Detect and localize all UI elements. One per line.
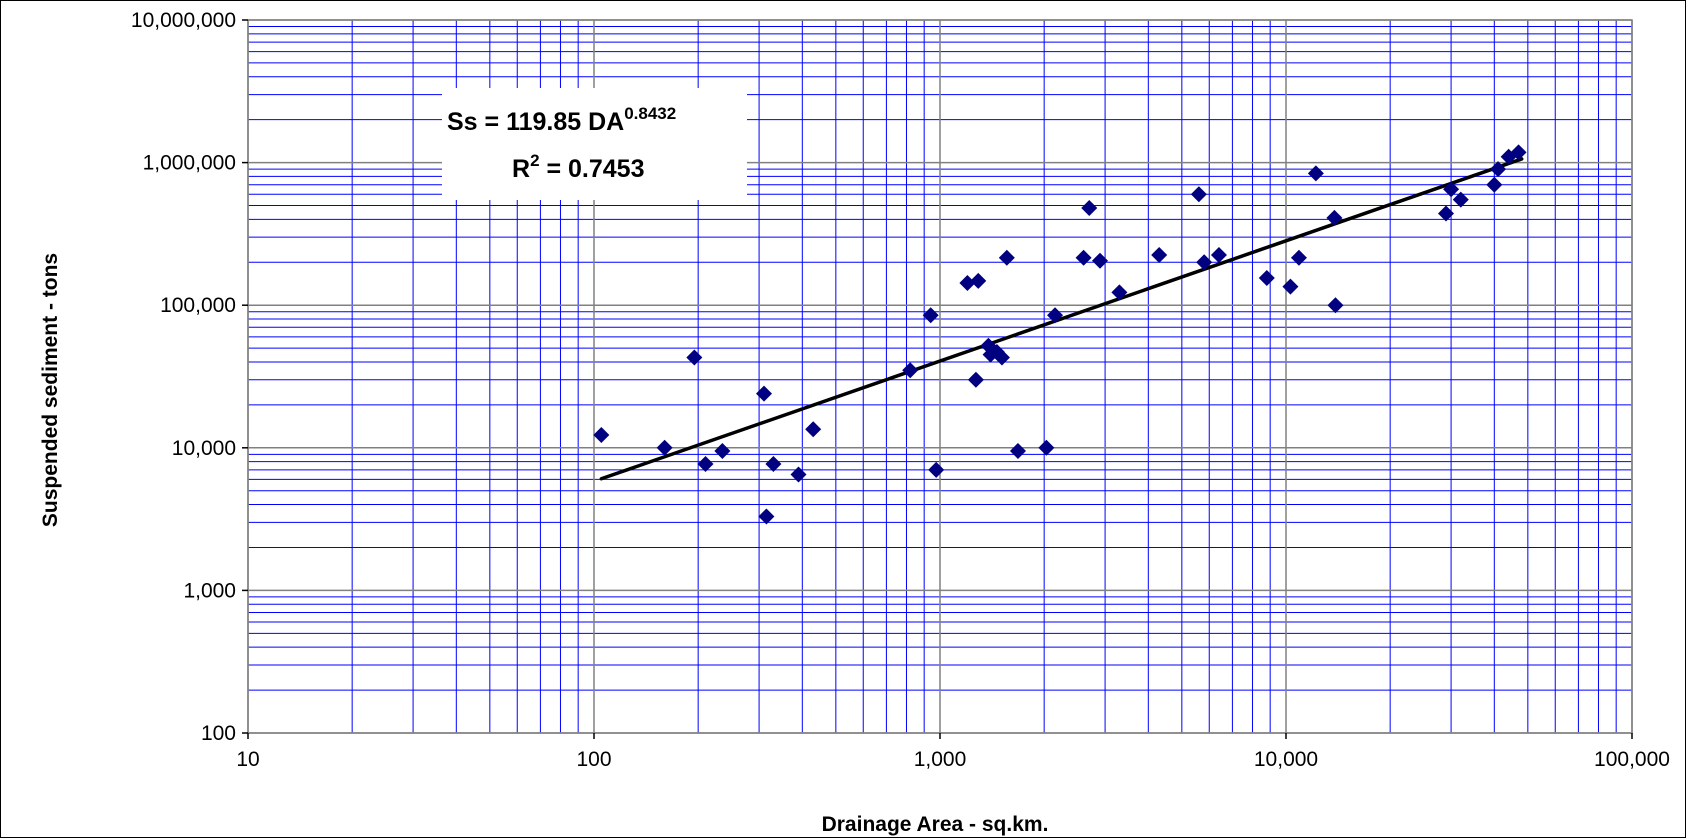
y-tick-label: 100,000 <box>160 294 236 317</box>
equation-box: Ss = 119.85 DA0.8432 R2 = 0.7453 <box>442 88 747 200</box>
x-tick-label: 1,000 <box>914 748 967 771</box>
y-tick-label: 10,000,000 <box>131 9 236 32</box>
r-squared-power: 2 <box>530 151 539 170</box>
equation-background <box>442 88 747 200</box>
x-tick-label: 100,000 <box>1594 748 1670 771</box>
x-tick-label: 100 <box>576 748 611 771</box>
y-tick-label: 100 <box>201 722 236 745</box>
y-axis-title: Suspended sediment - tons <box>39 253 62 527</box>
y-tick-label: 1,000,000 <box>143 152 236 175</box>
y-tick-label: 10,000 <box>172 437 236 460</box>
equation-exponent: 0.8432 <box>624 104 676 123</box>
r-squared-value: = 0.7453 <box>540 155 645 183</box>
x-tick-label: 10 <box>236 748 259 771</box>
equation-prefix: Ss = 119.85 DA <box>447 108 624 136</box>
x-tick-label: 10,000 <box>1254 748 1318 771</box>
r-squared-prefix: R <box>512 155 530 183</box>
x-axis-title: Drainage Area - sq.km. <box>822 813 1049 836</box>
y-tick-label: 1,000 <box>183 579 236 602</box>
